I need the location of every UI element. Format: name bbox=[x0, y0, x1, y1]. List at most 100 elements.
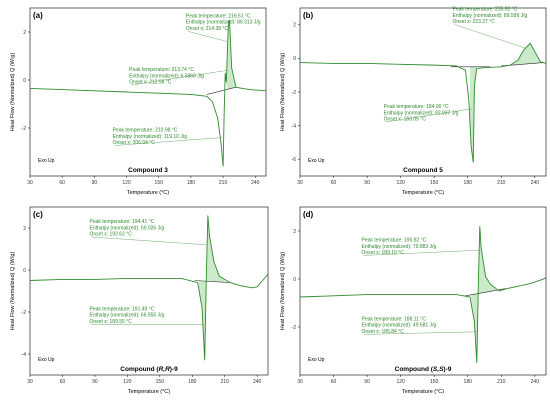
exo-up-label: Exo Up bbox=[308, 357, 325, 363]
x-tick-label: 120 bbox=[396, 379, 405, 385]
compound-label-part: )-9 bbox=[443, 366, 451, 373]
annotation-line: Enthalpy (normalized): 86.313 J/g bbox=[186, 20, 261, 26]
annotation-pointer bbox=[363, 250, 479, 256]
panel-label: (a) bbox=[33, 11, 43, 20]
x-tick-label: 60 bbox=[331, 180, 337, 186]
compound-label-part: )-9 bbox=[170, 366, 178, 373]
annotation-pointer bbox=[454, 24, 526, 49]
plot-frame bbox=[29, 206, 269, 376]
exo-up-label: Exo Up bbox=[308, 158, 325, 164]
y-tick-label: -4 bbox=[292, 123, 297, 129]
x-tick-label: 60 bbox=[60, 379, 66, 385]
x-tick-label: 210 bbox=[497, 180, 506, 186]
compound-label: Compound (S,S)-9 bbox=[395, 366, 452, 373]
annotation-line: Onset x: 212.58 °C bbox=[129, 80, 172, 86]
x-tick-label: 240 bbox=[253, 379, 262, 385]
panel-label: (b) bbox=[303, 11, 314, 20]
annotation-line: Enthalpy (normalized): 79.883 J/g bbox=[362, 244, 437, 250]
x-tick-label: 30 bbox=[27, 379, 33, 385]
x-tick-label: 90 bbox=[364, 180, 370, 186]
annotation-line: Onset x: 185.84 °C bbox=[362, 329, 405, 335]
peak-fill-region bbox=[478, 229, 496, 294]
panel-label: (c) bbox=[33, 210, 43, 219]
annotation-pointer bbox=[187, 31, 228, 42]
y-tick-label: -2 bbox=[22, 126, 27, 132]
y-axis-label: Heat Flow (Normalized) Q (W/g) bbox=[280, 252, 286, 331]
panel-4: 30 60 90 120 150 180 210 240 2 0 -2 Temperature (°C… bbox=[280, 206, 547, 395]
compound-label-part: Compound ( bbox=[120, 366, 159, 373]
integration-baseline bbox=[206, 86, 237, 95]
x-tick-label: 150 bbox=[430, 379, 439, 385]
x-tick-label: 30 bbox=[297, 379, 303, 385]
annotation-pointer bbox=[131, 70, 227, 86]
y-tick-label: 0 bbox=[293, 56, 296, 62]
x-tick-label: 60 bbox=[331, 379, 337, 385]
x-tick-label: 150 bbox=[430, 180, 439, 186]
annotation-line: Enthalpy (normalized): 6.5960 J/g bbox=[129, 73, 204, 79]
peak-fill-region bbox=[469, 66, 477, 163]
y-tick-label: 2 bbox=[293, 229, 296, 235]
y-tick-label: -2 bbox=[292, 90, 297, 96]
annotation-line: Peak temperature: 184.90 °C bbox=[384, 104, 449, 110]
x-tick-label: 150 bbox=[156, 379, 165, 385]
y-tick-label: 2 bbox=[23, 226, 26, 232]
annotation-line: Peak temperature: 190.82 °C bbox=[362, 238, 427, 244]
annotation-line: Onset x: 183.05 °C bbox=[384, 116, 427, 122]
annotation-line: Enthalpy (normalized): 89.599 J/g bbox=[453, 13, 528, 19]
panel-label: (d) bbox=[303, 210, 314, 219]
peak-fill-region bbox=[226, 20, 239, 90]
y-tick-label: 2 bbox=[293, 23, 296, 29]
x-tick-label: 210 bbox=[497, 379, 506, 385]
x-tick-label: 120 bbox=[122, 180, 131, 186]
x-tick-label: 30 bbox=[297, 180, 303, 186]
annotation-line: Peak temperature: 188.11 °C bbox=[362, 317, 427, 323]
x-tick-label: 90 bbox=[92, 180, 98, 186]
annotation-line: Onset x: 189.55 °C bbox=[90, 319, 133, 325]
panel-2: 30 60 90 120 150 180 210 240 2 0 -2 -4 -6 Temperature… bbox=[280, 7, 547, 196]
x-tick-label: 210 bbox=[219, 180, 228, 186]
x-tick-label: 180 bbox=[464, 379, 473, 385]
y-tick-label: 2 bbox=[23, 30, 26, 36]
y-tick-label: 0 bbox=[23, 78, 26, 84]
plot-frame bbox=[29, 7, 267, 177]
y-axis-label: Heat Flow (Normalized) Q (W/g) bbox=[280, 53, 286, 132]
compound-label-part: R,R bbox=[159, 366, 171, 373]
y-tick-label: 0 bbox=[293, 277, 296, 283]
annotation-line: Peak temperature: 194.41 °C bbox=[90, 219, 155, 225]
annotation-pointer bbox=[385, 108, 473, 123]
annotation-pointer bbox=[91, 236, 207, 245]
annotation-line: Onset x: 189.10 °C bbox=[362, 250, 405, 256]
x-tick-label: 240 bbox=[531, 180, 540, 186]
annotation-line: Onset x: 223.27 °C bbox=[453, 19, 496, 25]
y-axis-label: Heat Flow (Normalized) Q (W/g) bbox=[10, 252, 16, 331]
compound-label: Compound 5 bbox=[403, 167, 443, 174]
exo-up-label: Exo Up bbox=[38, 158, 55, 164]
x-tick-label: 60 bbox=[59, 180, 65, 186]
annotation-line: Peak temperature: 213.74 °C bbox=[129, 67, 194, 73]
dsc-curve bbox=[299, 226, 547, 364]
compound-label-part: Compound ( bbox=[395, 366, 434, 373]
panel-1: 30 60 90 120 150 180 210 240 2 0 -2 Temperature (°C… bbox=[10, 7, 267, 196]
y-tick-label: -2 bbox=[22, 310, 27, 316]
annotation-line: Enthalpy (normalized): 119.10 J/g bbox=[113, 134, 188, 140]
x-axis-label: Temperature (°C) bbox=[128, 389, 170, 395]
x-axis-label: Temperature (°C) bbox=[402, 389, 444, 395]
annotation-line: Onset x: 214.38 °C bbox=[186, 26, 229, 32]
x-axis-label: Temperature (°C) bbox=[127, 190, 169, 196]
annotation-line: Peak temperature: 191.49 °C bbox=[90, 306, 155, 312]
y-tick-label: 0 bbox=[23, 268, 26, 274]
dsc-curve bbox=[29, 19, 267, 167]
x-tick-label: 180 bbox=[188, 379, 197, 385]
annotation-line: Onset x: 206.04 °C bbox=[113, 140, 156, 146]
y-axis-label: Heat Flow (Normalized) Q (W/g) bbox=[10, 53, 16, 132]
